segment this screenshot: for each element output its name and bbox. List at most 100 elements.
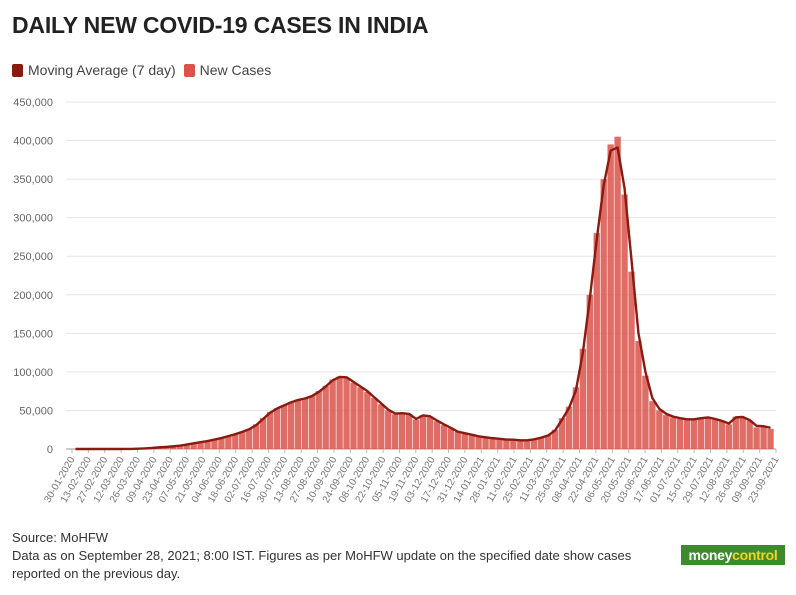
bar xyxy=(537,437,545,449)
footer: Source: MoHFW Data as on September 28, 2… xyxy=(12,529,631,583)
bar xyxy=(614,136,621,449)
bar xyxy=(287,401,295,449)
logo-text-control: control xyxy=(732,547,778,563)
legend-label-new-cases: New Cases xyxy=(199,62,272,78)
footnote-line-1: Data as on September 28, 2021; 8:00 IST.… xyxy=(12,548,632,563)
bar xyxy=(412,419,420,449)
bar xyxy=(551,429,559,449)
footnote-line-2: reported on the previous day. xyxy=(12,566,181,581)
bar xyxy=(322,385,329,449)
bar xyxy=(371,398,378,449)
bar xyxy=(357,387,364,449)
bar xyxy=(336,376,343,449)
bar xyxy=(586,294,593,449)
bar xyxy=(663,415,670,449)
moneycontrol-logo: money control xyxy=(681,545,785,565)
bar xyxy=(183,444,190,449)
bar xyxy=(683,419,691,449)
y-tick-label: 250,000 xyxy=(13,251,53,263)
bar xyxy=(273,408,281,449)
bar xyxy=(225,435,232,449)
bar xyxy=(711,419,719,449)
bar xyxy=(211,439,218,449)
bar xyxy=(343,378,350,449)
bar xyxy=(169,446,176,449)
bar xyxy=(378,404,385,449)
bar xyxy=(572,387,580,449)
legend: Moving Average (7 day) New Cases xyxy=(12,62,279,78)
y-tick-label: 350,000 xyxy=(13,174,53,186)
bar xyxy=(746,420,753,449)
bar xyxy=(475,436,482,449)
bar xyxy=(392,414,399,449)
bar xyxy=(489,438,496,449)
bar xyxy=(517,440,524,449)
bar xyxy=(461,433,468,449)
bar xyxy=(656,410,663,449)
bar xyxy=(419,415,427,449)
bar xyxy=(447,428,454,449)
chart-title: DAILY NEW COVID-19 CASES IN INDIA xyxy=(12,12,429,38)
bar xyxy=(385,410,392,449)
legend-item-new-cases[interactable]: New Cases xyxy=(183,62,272,78)
bar xyxy=(753,427,760,449)
legend-item-moving-average[interactable]: Moving Average (7 day) xyxy=(12,62,176,78)
bar xyxy=(621,194,628,449)
bar xyxy=(433,421,441,449)
bar xyxy=(239,431,246,449)
bar xyxy=(628,271,635,449)
bar xyxy=(197,442,204,449)
legend-swatch-moving-average xyxy=(12,63,23,77)
bar xyxy=(405,414,413,449)
y-tick-label: 300,000 xyxy=(13,213,53,225)
bar xyxy=(266,411,274,449)
bar xyxy=(767,428,774,449)
y-tick-label: 150,000 xyxy=(13,328,53,340)
legend-swatch-new-cases xyxy=(183,63,195,77)
bar xyxy=(454,432,461,449)
bar xyxy=(218,437,225,449)
bar xyxy=(607,144,614,449)
y-tick-label: 200,000 xyxy=(13,290,53,302)
source-text: Source: MoHFW xyxy=(12,530,109,545)
bar xyxy=(642,375,649,449)
bar xyxy=(426,416,434,449)
y-tick-label: 100,000 xyxy=(13,367,53,379)
moving-average-line xyxy=(75,146,771,451)
bar xyxy=(593,233,600,449)
bar xyxy=(246,428,253,449)
bar xyxy=(635,341,642,449)
bar xyxy=(600,179,607,449)
bar xyxy=(718,421,726,449)
bar xyxy=(294,399,302,449)
bar xyxy=(739,418,746,449)
bar xyxy=(558,418,566,449)
bar xyxy=(280,405,288,449)
bar xyxy=(670,417,677,449)
bar xyxy=(482,437,489,449)
bar xyxy=(510,439,517,449)
bar xyxy=(579,348,587,449)
bar xyxy=(697,418,705,449)
bar xyxy=(732,416,739,449)
bar xyxy=(649,401,656,449)
bar xyxy=(253,424,260,449)
bar xyxy=(468,435,475,449)
logo-text-money: money xyxy=(688,547,733,563)
bar xyxy=(760,425,767,449)
bar xyxy=(544,435,552,449)
y-tick-label: 50,000 xyxy=(19,405,53,417)
bar xyxy=(704,417,712,449)
bar xyxy=(503,439,510,449)
bar xyxy=(259,418,267,449)
y-tick-label: 0 xyxy=(47,444,53,456)
bar xyxy=(496,438,503,449)
bar xyxy=(565,406,573,449)
bar xyxy=(398,413,406,449)
legend-label-moving-average: Moving Average (7 day) xyxy=(28,62,176,78)
y-tick-label: 450,000 xyxy=(13,97,53,109)
bar xyxy=(204,440,211,449)
bar xyxy=(350,382,357,449)
bar xyxy=(190,443,197,449)
bar xyxy=(676,418,684,449)
